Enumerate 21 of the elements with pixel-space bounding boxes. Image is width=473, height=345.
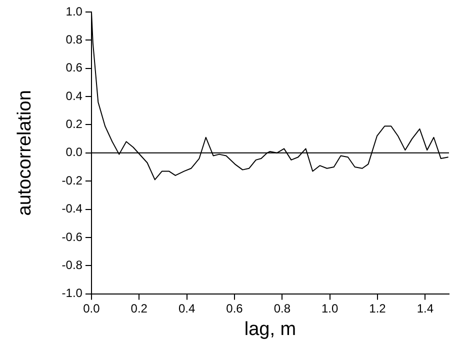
x-tick-label: 0.2 [130,301,148,316]
x-tick-label: 0.6 [226,301,244,316]
x-tick-label: 0.0 [83,301,100,316]
y-tick-label: 0.4 [66,88,83,103]
x-tick-label: 0.8 [274,301,291,316]
y-tick-label: -0.8 [62,258,83,272]
y-tick-label: 0.6 [66,60,83,75]
y-tick-label: 0.2 [66,117,83,132]
x-tick-label: 1.2 [369,301,386,316]
x-tick-label: 1.4 [416,301,434,316]
y-tick-label: -0.4 [62,202,83,216]
y-tick-label: 0.8 [66,32,83,46]
y-tick-label: -0.6 [62,230,83,244]
y-tick-label: 0.0 [66,145,83,160]
x-tick-label: 0.4 [178,301,196,316]
y-axis-title: autocorrelation [14,90,36,216]
y-tick-label: -1.0 [62,286,83,300]
x-axis-title: lag, m [244,318,296,340]
y-tick-label: 1.0 [66,4,83,18]
y-tick-label: -0.2 [62,173,83,188]
x-tick-label: 1.0 [321,301,338,316]
